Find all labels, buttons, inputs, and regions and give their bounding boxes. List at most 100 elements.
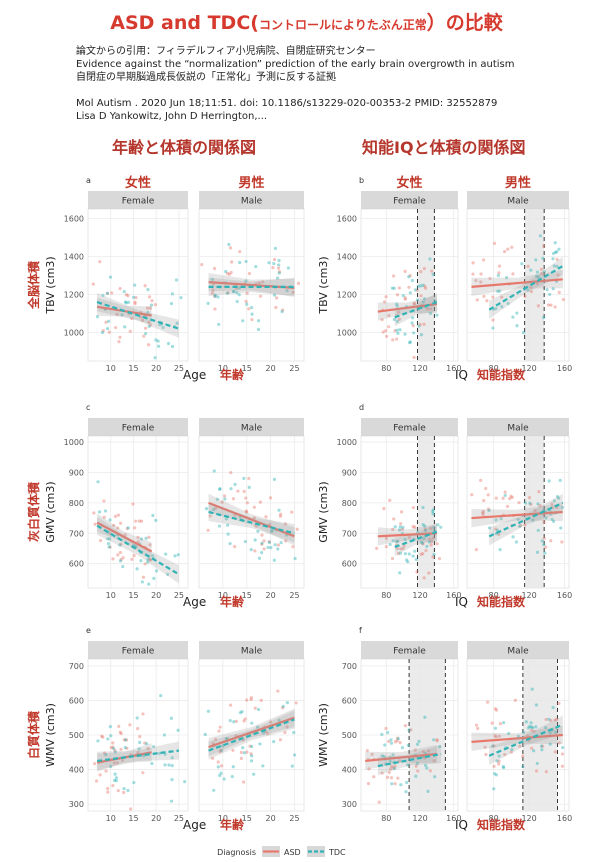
scatter-point	[386, 731, 390, 735]
scatter-point	[391, 338, 395, 342]
panel-letter: d	[359, 403, 364, 412]
scatter-point	[399, 510, 404, 514]
scatter-point	[490, 721, 494, 725]
iq-band	[417, 209, 435, 361]
scatter-point	[417, 324, 421, 328]
scatter-point	[152, 576, 156, 581]
scatter-point	[266, 731, 270, 736]
facet-strip-label: Male	[507, 647, 529, 657]
scatter-point	[421, 542, 425, 546]
scatter-point	[551, 251, 556, 256]
scatter-point	[245, 698, 249, 702]
scatter-point	[492, 764, 496, 768]
scatter-point	[493, 734, 497, 738]
scatter-point	[278, 738, 283, 742]
scatter-point	[549, 718, 553, 723]
scatter-point	[529, 290, 533, 294]
scatter-point	[277, 266, 281, 270]
scatter-point	[372, 775, 376, 779]
scatter-point	[529, 728, 533, 732]
scatter-point	[235, 299, 239, 304]
scatter-point	[538, 504, 542, 508]
facet-male: Male 80 120 160	[466, 641, 572, 823]
scatter-point	[276, 547, 280, 551]
facet-male: Male 80 120 160 男性	[466, 175, 572, 373]
scatter-point	[529, 268, 533, 272]
scatter-point	[393, 329, 397, 333]
x-axis-title-ja: 知能指数	[476, 594, 526, 609]
facet-strip-label: Male	[507, 424, 529, 434]
y-tick-label: 1200	[64, 291, 84, 300]
scatter-point	[174, 278, 179, 282]
scatter-point	[137, 747, 141, 751]
scatter-point	[503, 250, 507, 254]
scatter-point	[423, 528, 428, 533]
scatter-point	[408, 291, 412, 295]
scatter-point	[216, 760, 220, 764]
scatter-point	[285, 289, 289, 293]
scatter-point	[141, 575, 146, 579]
scatter-point	[114, 776, 119, 780]
scatter-point	[106, 537, 110, 541]
y-tick-label: 1400	[337, 253, 357, 262]
scatter-point	[534, 725, 538, 729]
scatter-point	[415, 570, 419, 574]
scatter-point	[146, 310, 150, 315]
scatter-point	[551, 287, 555, 291]
scatter-point	[97, 510, 102, 514]
facet-strip	[467, 641, 569, 659]
y-tick-label: 1000	[64, 329, 84, 338]
scatter-point	[560, 752, 565, 756]
scatter-point	[253, 538, 257, 542]
scatter-point	[551, 705, 555, 710]
scatter-point	[536, 528, 540, 532]
scatter-point	[497, 264, 502, 268]
scatter-point	[557, 496, 561, 500]
scatter-point	[494, 518, 498, 522]
scatter-point	[422, 267, 426, 271]
scatter-point	[501, 766, 506, 770]
scatter-point	[534, 703, 539, 707]
y-tick-label: 400	[342, 766, 357, 775]
row-label: 灰白質体積	[26, 481, 41, 542]
scatter-point	[531, 726, 535, 730]
scatter-point	[227, 242, 231, 247]
scatter-point	[518, 524, 522, 528]
scatter-point	[210, 291, 214, 295]
scatter-point	[497, 532, 501, 537]
scatter-point	[247, 476, 251, 481]
scatter-point	[238, 249, 242, 254]
scatter-point	[415, 761, 419, 765]
paper-title-ja: 自閉症の早期脳過成長仮説の「正常化」予測に反する証拠	[76, 72, 336, 83]
scatter-point	[474, 278, 478, 283]
y-axis-title: GMV (cm3)	[44, 481, 57, 542]
scatter-point	[119, 558, 123, 562]
scatter-point	[117, 724, 121, 728]
scatter-point	[385, 775, 390, 779]
fit-line-asd	[471, 278, 563, 288]
scatter-point	[252, 516, 256, 520]
scatter-point	[219, 771, 223, 775]
scatter-point	[277, 271, 281, 275]
scatter-point	[151, 554, 155, 558]
y-axis-title: TBV (cm3)	[44, 256, 57, 314]
scatter-point	[548, 742, 552, 746]
scatter-point	[390, 782, 394, 786]
scatter-point	[487, 508, 491, 513]
scatter-point	[485, 299, 489, 303]
plot-panel	[87, 435, 189, 589]
scatter-point	[516, 734, 521, 738]
y-tick-label: 300	[69, 800, 84, 809]
scatter-point	[430, 269, 434, 273]
scatter-point	[233, 482, 237, 486]
fit-line-tdc	[488, 723, 564, 757]
scatter-point	[561, 745, 565, 750]
scatter-point	[535, 282, 539, 286]
scatter-point	[516, 517, 520, 522]
scatter-point	[557, 741, 561, 745]
scatter-point	[423, 527, 427, 531]
scatter-point	[102, 515, 106, 519]
scatter-point	[540, 271, 544, 276]
scatter-point	[503, 490, 507, 494]
legend-label-asd: ASD	[284, 848, 301, 857]
